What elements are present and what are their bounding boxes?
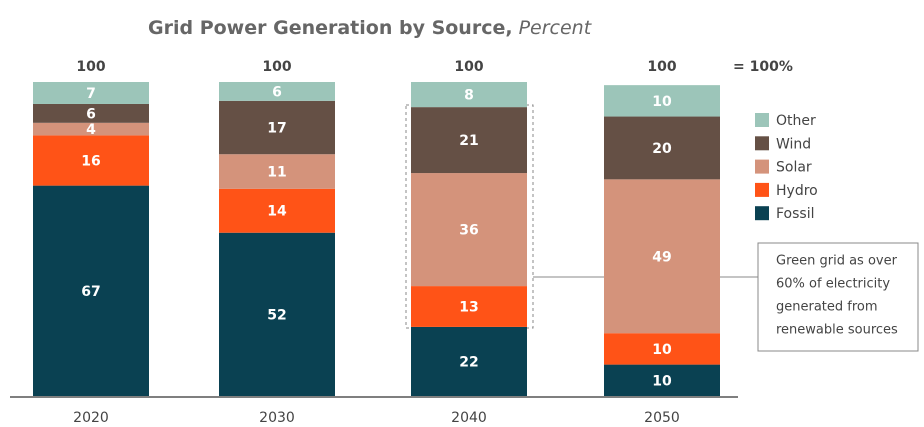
bar-segment bbox=[411, 173, 527, 287]
bar-segment bbox=[411, 326, 527, 396]
data-label: 49 bbox=[652, 249, 671, 265]
bar-segment bbox=[604, 116, 720, 180]
data-label: 13 bbox=[459, 300, 478, 316]
legend-label: Other bbox=[776, 113, 816, 129]
annotation-box bbox=[757, 242, 919, 352]
data-label: 21 bbox=[459, 133, 478, 149]
legend-label: Fossil bbox=[776, 206, 815, 222]
legend-swatch bbox=[755, 136, 769, 151]
annotation-line: 60% of electricity bbox=[776, 277, 890, 292]
data-label: 8 bbox=[464, 88, 474, 104]
chart-title: Grid Power Generation by Source, bbox=[148, 17, 513, 39]
data-label: 7 bbox=[86, 86, 96, 102]
bar-segment bbox=[33, 135, 149, 186]
bar-segment bbox=[33, 103, 149, 123]
data-label: 10 bbox=[652, 342, 672, 358]
bar-segment bbox=[219, 232, 335, 396]
total-note: = 100% bbox=[733, 59, 793, 75]
data-label: 20 bbox=[652, 141, 672, 157]
bar-segment bbox=[411, 82, 527, 108]
legend-swatch bbox=[755, 182, 769, 197]
data-label: 22 bbox=[459, 354, 478, 370]
data-label: 10 bbox=[652, 94, 672, 110]
data-label: 6 bbox=[86, 106, 96, 122]
bar-segment bbox=[219, 82, 335, 101]
data-label: 10 bbox=[652, 373, 672, 389]
bar-segment bbox=[604, 179, 720, 334]
annotation-line: renewable sources bbox=[776, 323, 898, 338]
total-label: 100 bbox=[76, 59, 105, 75]
legend-swatch bbox=[755, 159, 769, 174]
x-tick-label: 2020 bbox=[73, 410, 109, 426]
annotation-line: Green grid as over bbox=[776, 254, 898, 269]
legend-label: Wind bbox=[776, 136, 811, 152]
data-label: 16 bbox=[81, 154, 100, 170]
bar-segment bbox=[219, 100, 335, 155]
chart-title-line: Grid Power Generation by Source, Percent bbox=[148, 17, 593, 39]
bar-segment bbox=[604, 333, 720, 365]
highlight-box bbox=[405, 104, 534, 329]
data-label: 67 bbox=[81, 284, 100, 300]
legend-swatch bbox=[755, 113, 769, 127]
data-label: 36 bbox=[459, 223, 478, 239]
legend-label: Hydro bbox=[776, 183, 818, 199]
data-label: 14 bbox=[267, 204, 287, 220]
bar-segment bbox=[219, 154, 335, 189]
legend-label: Solar bbox=[776, 160, 812, 176]
data-label: 4 bbox=[86, 122, 96, 138]
bar-segment bbox=[604, 364, 720, 396]
total-label: 100 bbox=[262, 59, 291, 75]
bar-segment bbox=[411, 286, 527, 327]
data-label: 52 bbox=[267, 307, 286, 323]
x-tick-label: 2040 bbox=[451, 410, 487, 426]
bar-segment bbox=[604, 85, 720, 117]
bar-segment bbox=[219, 188, 335, 233]
bar-segment bbox=[33, 122, 149, 136]
data-label: 6 bbox=[272, 84, 282, 100]
bar-segment bbox=[33, 82, 149, 104]
data-label: 11 bbox=[267, 164, 286, 180]
total-label: 100 bbox=[454, 59, 483, 75]
x-tick-label: 2030 bbox=[259, 410, 295, 426]
x-tick-label: 2050 bbox=[644, 410, 680, 426]
bar-segment bbox=[411, 107, 527, 174]
bar-segment bbox=[33, 185, 149, 396]
chart-subtitle: Percent bbox=[519, 17, 593, 39]
legend-swatch bbox=[755, 206, 769, 221]
total-label: 100 bbox=[647, 59, 676, 75]
annotation-line: generated from bbox=[776, 300, 878, 315]
data-label: 17 bbox=[267, 121, 286, 137]
